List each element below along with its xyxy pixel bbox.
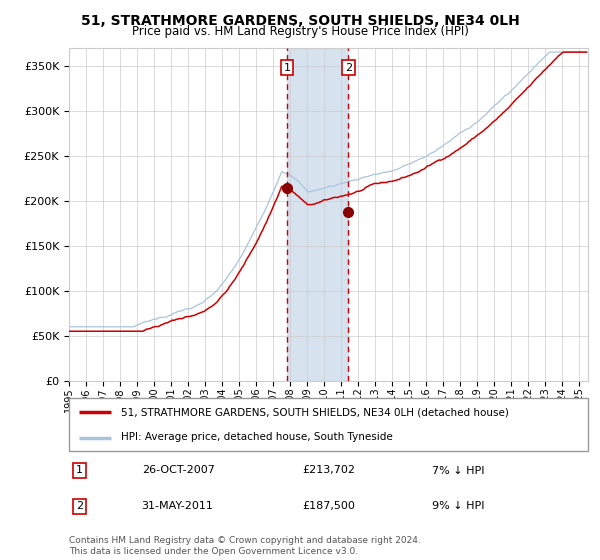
Text: 2: 2: [76, 501, 83, 511]
FancyBboxPatch shape: [69, 398, 588, 451]
Text: 2: 2: [345, 63, 352, 73]
Text: 1: 1: [76, 465, 83, 475]
Text: 1: 1: [284, 63, 290, 73]
Text: 51, STRATHMORE GARDENS, SOUTH SHIELDS, NE34 0LH (detached house): 51, STRATHMORE GARDENS, SOUTH SHIELDS, N…: [121, 408, 509, 418]
Text: HPI: Average price, detached house, South Tyneside: HPI: Average price, detached house, Sout…: [121, 432, 392, 442]
Text: 26-OCT-2007: 26-OCT-2007: [142, 465, 215, 475]
Text: Price paid vs. HM Land Registry's House Price Index (HPI): Price paid vs. HM Land Registry's House …: [131, 25, 469, 38]
Bar: [287, 48, 349, 381]
Text: 9% ↓ HPI: 9% ↓ HPI: [432, 501, 485, 511]
Text: Contains HM Land Registry data © Crown copyright and database right 2024.
This d: Contains HM Land Registry data © Crown c…: [69, 536, 421, 556]
Text: £213,702: £213,702: [302, 465, 356, 475]
Text: 7% ↓ HPI: 7% ↓ HPI: [432, 465, 485, 475]
Text: 51, STRATHMORE GARDENS, SOUTH SHIELDS, NE34 0LH: 51, STRATHMORE GARDENS, SOUTH SHIELDS, N…: [80, 14, 520, 28]
Text: 31-MAY-2011: 31-MAY-2011: [142, 501, 214, 511]
Text: £187,500: £187,500: [302, 501, 355, 511]
